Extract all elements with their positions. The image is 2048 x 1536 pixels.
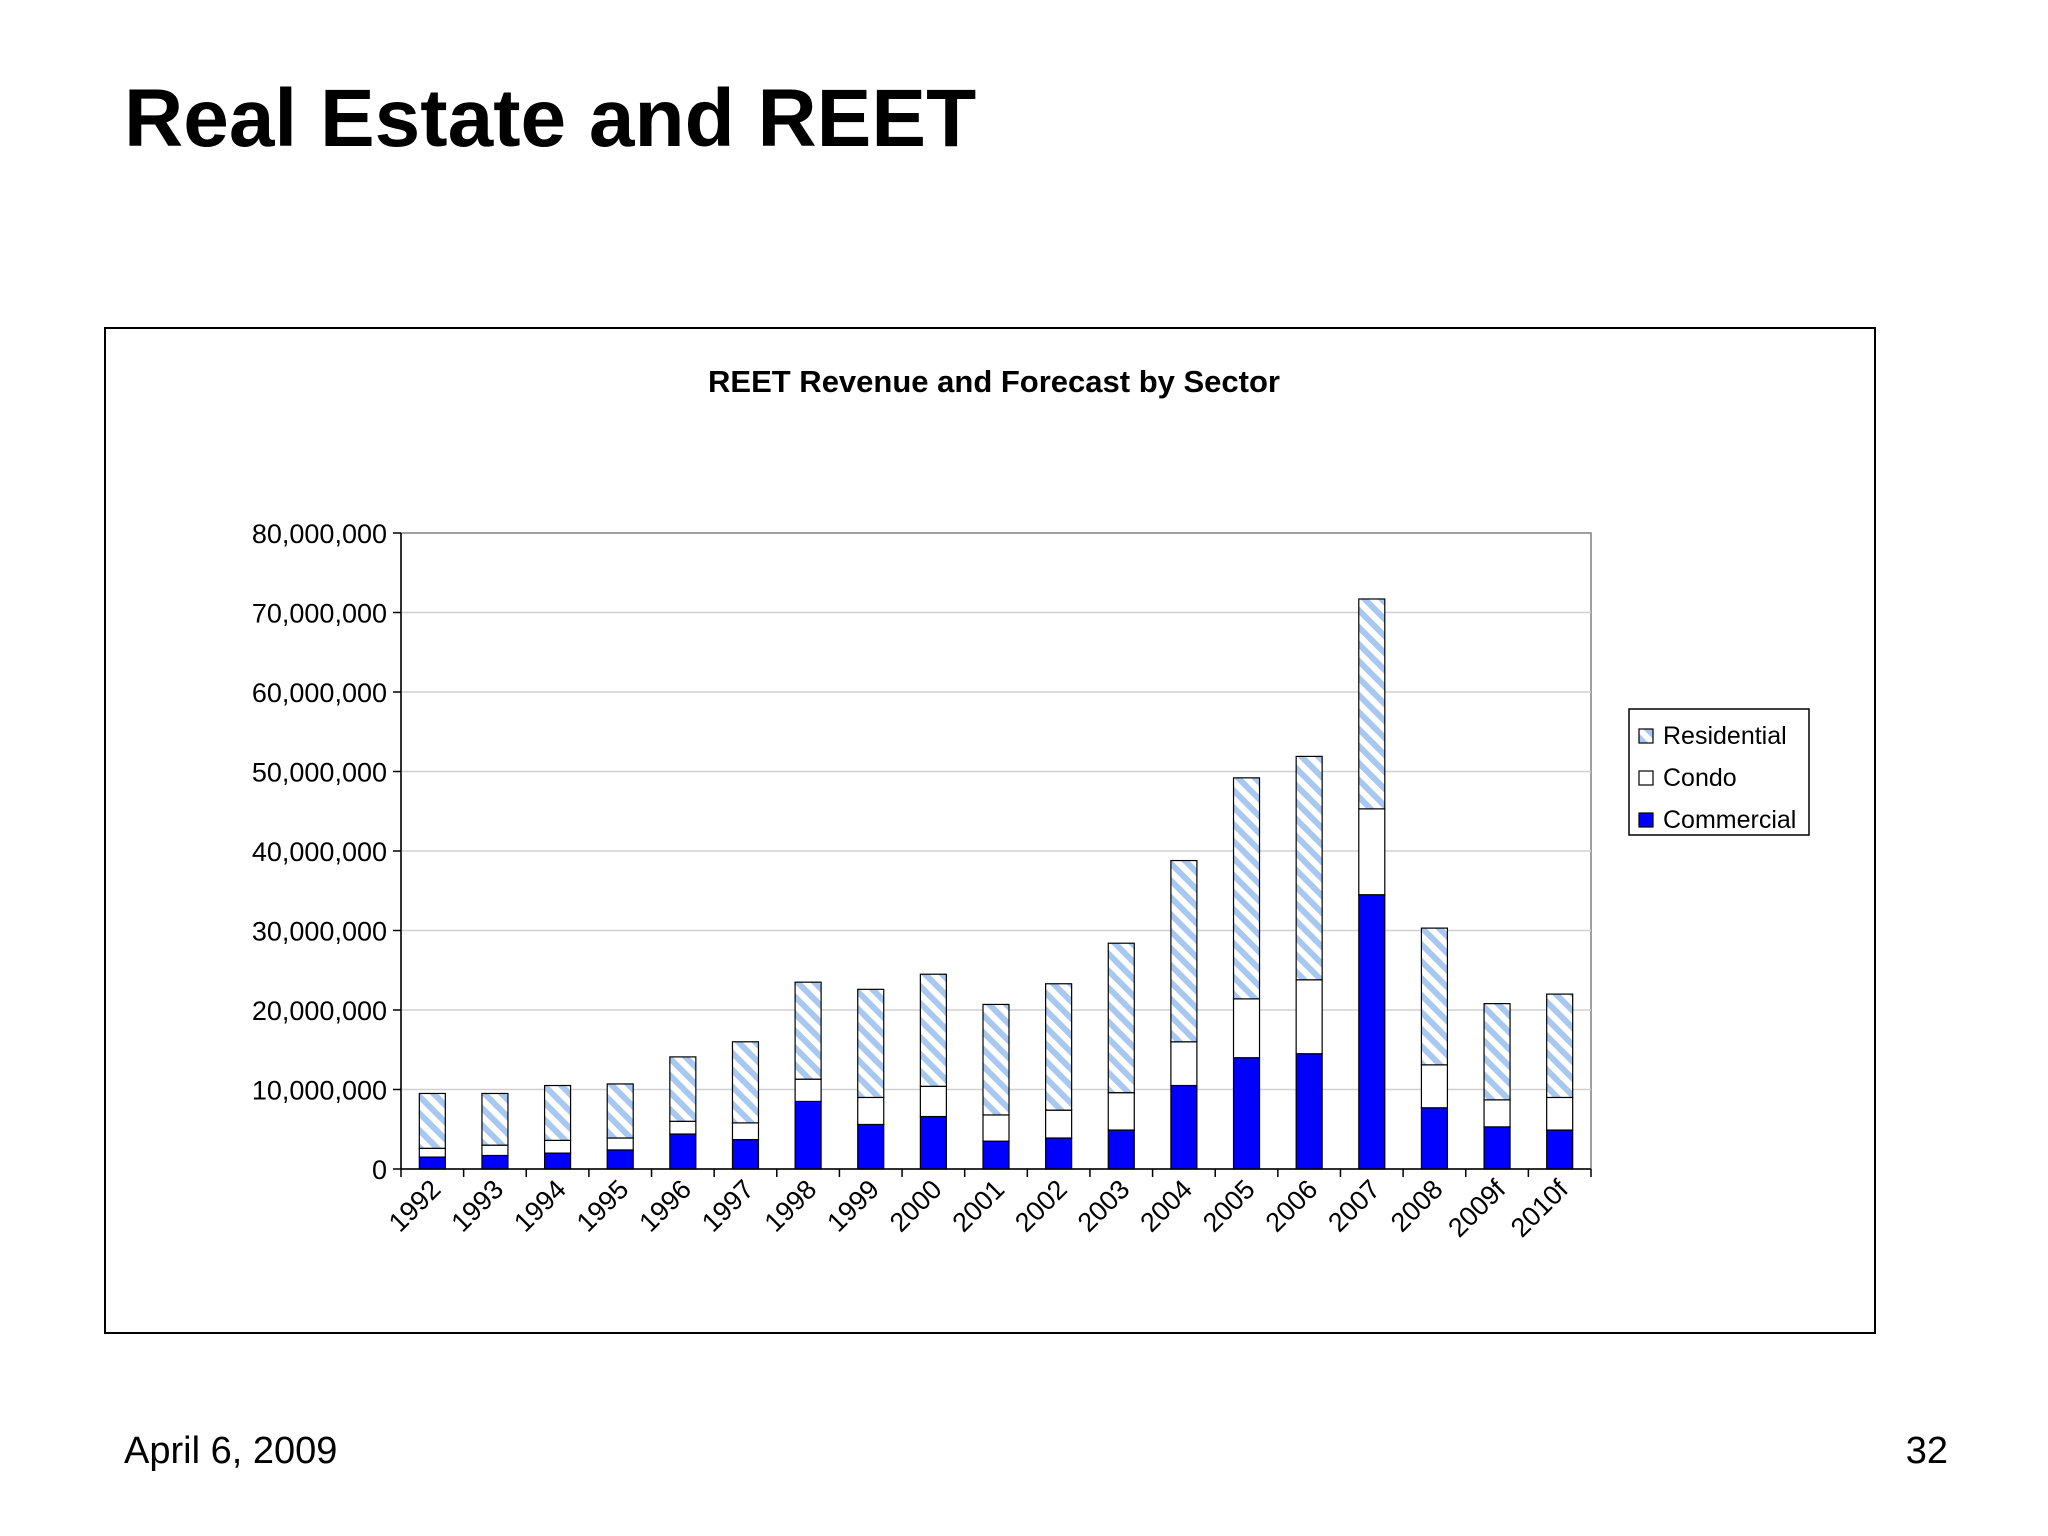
chart-title: REET Revenue and Forecast by Sector [708,364,1280,399]
y-tick-label: 70,000,000 [252,599,387,629]
bar-condo-2006 [1295,979,1323,1055]
y-tick-label: 20,000,000 [252,996,387,1026]
x-tick-label: 2008 [1385,1174,1449,1238]
bar-commercial-2007 [1358,894,1386,1170]
bar-residential-2005 [1232,777,1261,1000]
y-tick-label: 80,000,000 [252,519,387,549]
bar-commercial-2001 [982,1140,1010,1170]
y-tick-label: 10,000,000 [252,1076,387,1106]
bar-condo-2007 [1358,808,1386,896]
bar-commercial-1997 [731,1138,760,1170]
bar-condo-2004 [1170,1041,1198,1087]
y-tick-label: 30,000,000 [252,917,387,947]
bar-residential-1997 [731,1041,760,1124]
bar-residential-2008 [1420,927,1449,1066]
bar-residential-2003 [1107,942,1135,1094]
x-tick-label: 2006 [1260,1174,1324,1238]
bar-residential-2004 [1170,859,1198,1043]
bar-commercial-1992 [418,1156,446,1170]
legend-label-commercial: Commercial [1663,806,1796,834]
legend-label-condo: Condo [1663,764,1737,792]
legend-swatch-residential [1638,728,1654,744]
bar-condo-2000 [919,1085,947,1118]
bar-commercial-2005 [1232,1057,1261,1170]
y-tick-label: 60,000,000 [252,678,387,708]
bar-commercial-1998 [794,1100,822,1170]
x-tick-label: 2003 [1072,1174,1136,1238]
bar-residential-2010f [1546,993,1574,1099]
x-tick-label: 1999 [821,1174,885,1238]
bar-condo-2002 [1045,1109,1073,1139]
bar-residential-2006 [1295,755,1323,981]
bar-residential-1994 [543,1084,572,1141]
legend-swatch-condo [1638,770,1654,786]
bar-residential-1998 [794,981,822,1080]
x-tick-label: 1996 [633,1174,697,1238]
bar-condo-2009f [1483,1099,1511,1128]
legend-box [1628,708,1810,836]
bar-condo-1995 [606,1137,634,1151]
bar-condo-1997 [731,1122,760,1141]
y-tick-label: 0 [372,1155,387,1185]
chart-frame: REET Revenue and Forecast by Sector 0 10,… [104,327,1876,1334]
bar-commercial-2000 [919,1115,947,1170]
x-tick-label: 2000 [884,1174,948,1238]
bar-commercial-2003 [1107,1129,1135,1170]
bar-residential-1999 [857,988,885,1099]
bar-condo-2005 [1232,998,1261,1059]
x-tick-label: 2004 [1134,1174,1198,1238]
bar-commercial-2008 [1420,1107,1449,1170]
y-tick-label: 40,000,000 [252,837,387,867]
x-tick-label: 2002 [1009,1174,1073,1238]
chart-svg: REET Revenue and Forecast by Sector 0 10,… [252,364,1810,1243]
x-tick-label: 1993 [445,1174,509,1238]
bar-commercial-2009f [1483,1126,1511,1170]
bar-condo-2001 [982,1114,1010,1142]
bar-residential-2001 [982,1003,1010,1116]
slide-title: Real Estate and REET [124,73,977,164]
x-tick-label: 1995 [571,1174,635,1238]
bar-commercial-2002 [1045,1137,1073,1170]
bar-commercial-2004 [1170,1084,1198,1170]
x-tick-label: 2001 [947,1174,1011,1238]
x-tick-label: 1998 [759,1174,823,1238]
bar-residential-1995 [606,1083,634,1139]
bar-commercial-2010f [1546,1129,1574,1170]
bar-condo-1998 [794,1078,822,1103]
bar-residential-1993 [481,1092,509,1146]
page-number: 32 [1905,1430,1948,1472]
bar-condo-2003 [1107,1092,1135,1131]
bar-residential-2009f [1483,1003,1511,1101]
x-tick-label: 1992 [383,1174,447,1238]
bar-condo-1993 [481,1144,509,1157]
bar-commercial-1993 [481,1154,509,1170]
bar-commercial-1999 [857,1123,885,1170]
bar-condo-2008 [1420,1064,1449,1109]
bar-commercial-1996 [669,1133,697,1170]
legend-swatch-commercial [1638,812,1654,828]
bar-condo-1992 [418,1147,446,1158]
bar-residential-2007 [1358,598,1386,810]
x-tick-label: 1997 [696,1174,760,1238]
bar-commercial-1995 [606,1149,634,1170]
legend-label-residential: Residential [1663,722,1787,750]
bar-commercial-1994 [543,1152,572,1170]
bar-condo-1994 [543,1139,572,1154]
bar-residential-2000 [919,973,947,1087]
x-tick-label: 1994 [508,1174,572,1238]
bar-residential-1992 [418,1092,446,1149]
x-tick-label: 2007 [1322,1174,1386,1238]
bar-residential-1996 [669,1056,697,1122]
x-tick-label: 2005 [1197,1174,1261,1238]
y-tick-label: 50,000,000 [252,758,387,788]
bar-condo-1996 [669,1120,697,1135]
bar-condo-1999 [857,1096,885,1126]
bar-commercial-2006 [1295,1053,1323,1170]
footer-date: April 6, 2009 [124,1430,338,1472]
bar-residential-2002 [1045,983,1073,1111]
x-tick-label: 2010f [1505,1174,1574,1243]
x-tick-label: 2009f [1442,1174,1511,1243]
bar-condo-2010f [1546,1096,1574,1131]
